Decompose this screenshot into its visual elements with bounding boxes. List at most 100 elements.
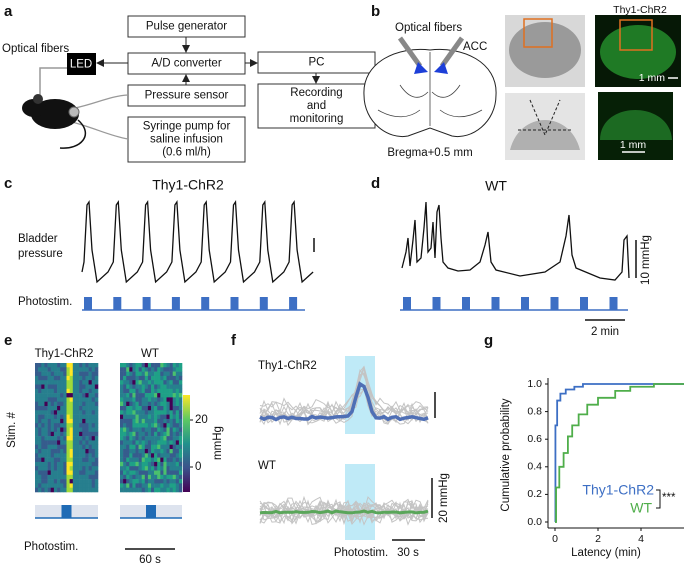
- mouse-device: [68, 106, 80, 118]
- heatmap-cell: [35, 414, 39, 420]
- heatmap-cell: [175, 393, 180, 398]
- heatmap-cell: [41, 440, 45, 445]
- heatmap-cell: [38, 363, 42, 368]
- heatmap-cell: [72, 440, 77, 445]
- heatmap-cell: [126, 431, 130, 437]
- heatmap-cell: [169, 470, 173, 476]
- stim-pulse: [580, 297, 588, 310]
- heatmap-cell: [53, 410, 58, 415]
- heatmap-cell: [75, 410, 80, 415]
- heatmap-cell: [132, 414, 136, 420]
- heatmap-cell: [60, 431, 64, 437]
- heatmap-cell: [38, 487, 42, 493]
- heatmap-cell: [144, 479, 149, 484]
- heatmap-cell: [160, 375, 164, 381]
- heatmap-cell: [178, 410, 183, 415]
- heatmap-cell: [166, 461, 170, 467]
- heatmap-cell: [169, 375, 173, 381]
- heatmap-cell: [35, 461, 39, 467]
- heatmap-cell: [44, 418, 48, 424]
- heatmap-cell: [126, 418, 130, 424]
- heatmap-cell: [123, 474, 127, 480]
- heatmap-cell: [94, 427, 99, 433]
- heatmap-cell: [60, 470, 64, 476]
- heatmap-cell: [35, 388, 39, 394]
- heatmap-cell: [53, 427, 58, 433]
- heatmap-cell: [151, 393, 155, 398]
- heatmap-cell: [66, 363, 70, 368]
- heatmap-cell: [151, 436, 155, 441]
- heatmap-cell: [169, 423, 173, 428]
- heatmap-cell: [147, 418, 152, 424]
- heatmap-cell: [44, 457, 48, 463]
- heatmap-cell: [157, 431, 161, 437]
- heatmap-cell: [60, 427, 64, 433]
- heatmap-cell: [154, 367, 158, 372]
- heatmap-cell: [79, 431, 83, 437]
- heatmap-cell: [38, 380, 42, 385]
- heatmap-cell: [138, 474, 142, 480]
- heatmap-cell: [175, 406, 180, 411]
- heatmap-cell: [141, 440, 146, 445]
- heatmap-cell: [72, 474, 77, 480]
- heatmap-cell: [50, 483, 55, 488]
- heatmap-cell: [144, 393, 149, 398]
- heatmap-cell: [47, 414, 52, 420]
- heatmap-cell: [91, 453, 96, 458]
- heatmap-cell: [72, 397, 77, 402]
- heatmap-cell: [163, 470, 167, 476]
- block-text: Recording: [290, 87, 342, 99]
- heatmap-cell: [91, 375, 96, 381]
- heatmap-cell: [151, 453, 155, 458]
- heatmap-cell: [157, 457, 161, 463]
- heatmap-cell: [44, 483, 48, 488]
- stim-label: Photostim.: [334, 547, 388, 559]
- heatmap-cell: [132, 375, 136, 381]
- heatmap-cell: [47, 384, 52, 390]
- heatmap-cell: [157, 436, 161, 441]
- heatmap-cell: [129, 380, 133, 385]
- panel-label: e: [4, 332, 12, 349]
- heatmap-cell: [135, 440, 139, 445]
- heatmap-cell: [126, 440, 130, 445]
- heatmap-cell: [175, 487, 180, 493]
- block-text: (0.6 ml/h): [162, 147, 211, 159]
- heatmap-cell: [75, 461, 80, 467]
- heatmap-cell: [53, 384, 58, 390]
- heatmap-cell: [132, 474, 136, 480]
- tube: [71, 121, 129, 140]
- heatmap-cell: [38, 427, 42, 433]
- y-tick-label: 0.6: [527, 433, 542, 445]
- heatmap-cell: [88, 427, 92, 433]
- heatmap-cell: [35, 380, 39, 385]
- heatmap-cell: [175, 479, 180, 484]
- heatmap-cell: [135, 397, 139, 402]
- heatmap-cell: [38, 401, 42, 407]
- heatmap-cell: [75, 397, 80, 402]
- heatmap-cell: [94, 423, 99, 428]
- heatmap-cell: [163, 457, 167, 463]
- heatmap-cell: [72, 371, 77, 377]
- heatmap-cell: [44, 397, 48, 402]
- heatmap-cell: [147, 371, 152, 377]
- heatmap-cell: [160, 371, 164, 377]
- heatmap-cell: [135, 470, 139, 476]
- heatmap-cell: [123, 440, 127, 445]
- heatmap-cell: [166, 423, 170, 428]
- heatmap-cell: [66, 371, 70, 377]
- heatmap-cell: [154, 371, 158, 377]
- heatmap-cell: [135, 406, 139, 411]
- heatmap-cell: [75, 457, 80, 463]
- heatmap-cell: [85, 393, 89, 398]
- heatmap-cell: [132, 384, 136, 390]
- heatmap-cell: [91, 444, 96, 450]
- heatmap-cell: [163, 444, 167, 450]
- heatmap-cell: [75, 444, 80, 450]
- heatmap-cell: [175, 414, 180, 420]
- block-text: A/D converter: [151, 58, 221, 70]
- heatmap-cell: [166, 487, 170, 493]
- heatmap-cell: [60, 410, 64, 415]
- heatmap-cell: [157, 410, 161, 415]
- heatmap-cell: [163, 393, 167, 398]
- heatmap-cell: [53, 367, 58, 372]
